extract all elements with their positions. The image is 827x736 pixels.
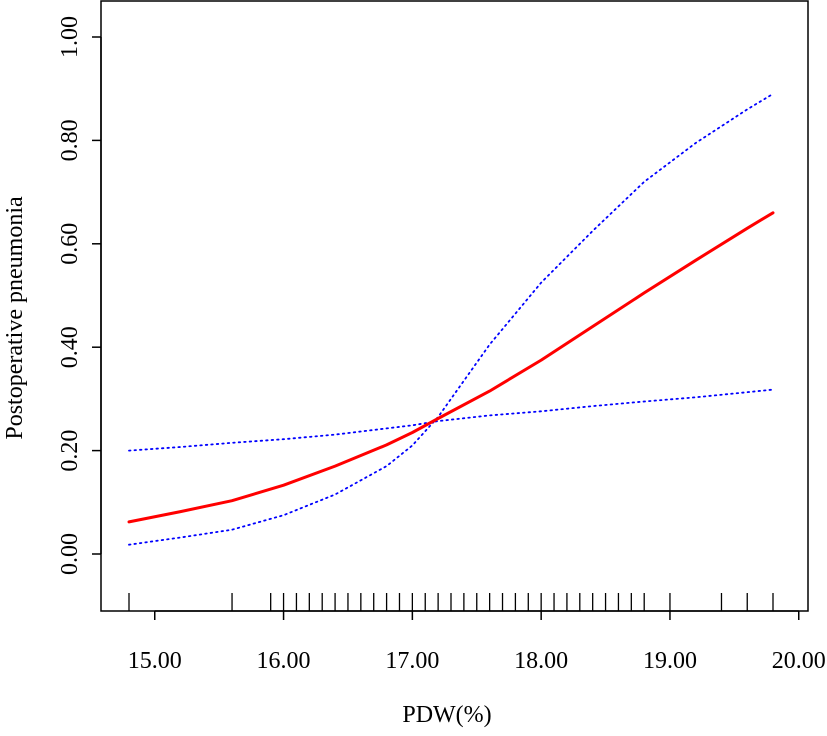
- series-line-upper-ci: [128, 388, 774, 452]
- x-axis-label: PDW(%): [402, 702, 491, 728]
- x-tick-label: 20.00: [772, 648, 826, 674]
- y-tick-label: 0.20: [57, 430, 83, 472]
- series-layer: [127, 93, 775, 546]
- series-line-estimate: [127, 211, 775, 524]
- y-axis: 0.00 0.20 0.40 0.60 0.80 1.00: [57, 16, 102, 575]
- x-tick-label: 15.00: [128, 648, 182, 674]
- x-tick-label: 18.00: [514, 648, 568, 674]
- plot-frame: [100, 0, 809, 612]
- y-tick-label: 0.40: [57, 326, 83, 368]
- x-axis: 15.00 16.00 17.00 18.00 19.00 20.00: [128, 610, 826, 674]
- y-axis-label: Postoperative pneumonia: [2, 196, 28, 440]
- y-tick-label: 0.80: [57, 119, 83, 161]
- y-tick-label: 0.60: [57, 223, 83, 265]
- x-tick-label: 16.00: [257, 648, 311, 674]
- x-tick-label: 19.00: [643, 648, 697, 674]
- x-tick-label: 17.00: [385, 648, 439, 674]
- rug-marks: [128, 593, 774, 611]
- series-line-lower-ci: [128, 93, 774, 546]
- y-tick-label: 0.00: [57, 533, 83, 575]
- y-tick-label: 1.00: [57, 16, 83, 58]
